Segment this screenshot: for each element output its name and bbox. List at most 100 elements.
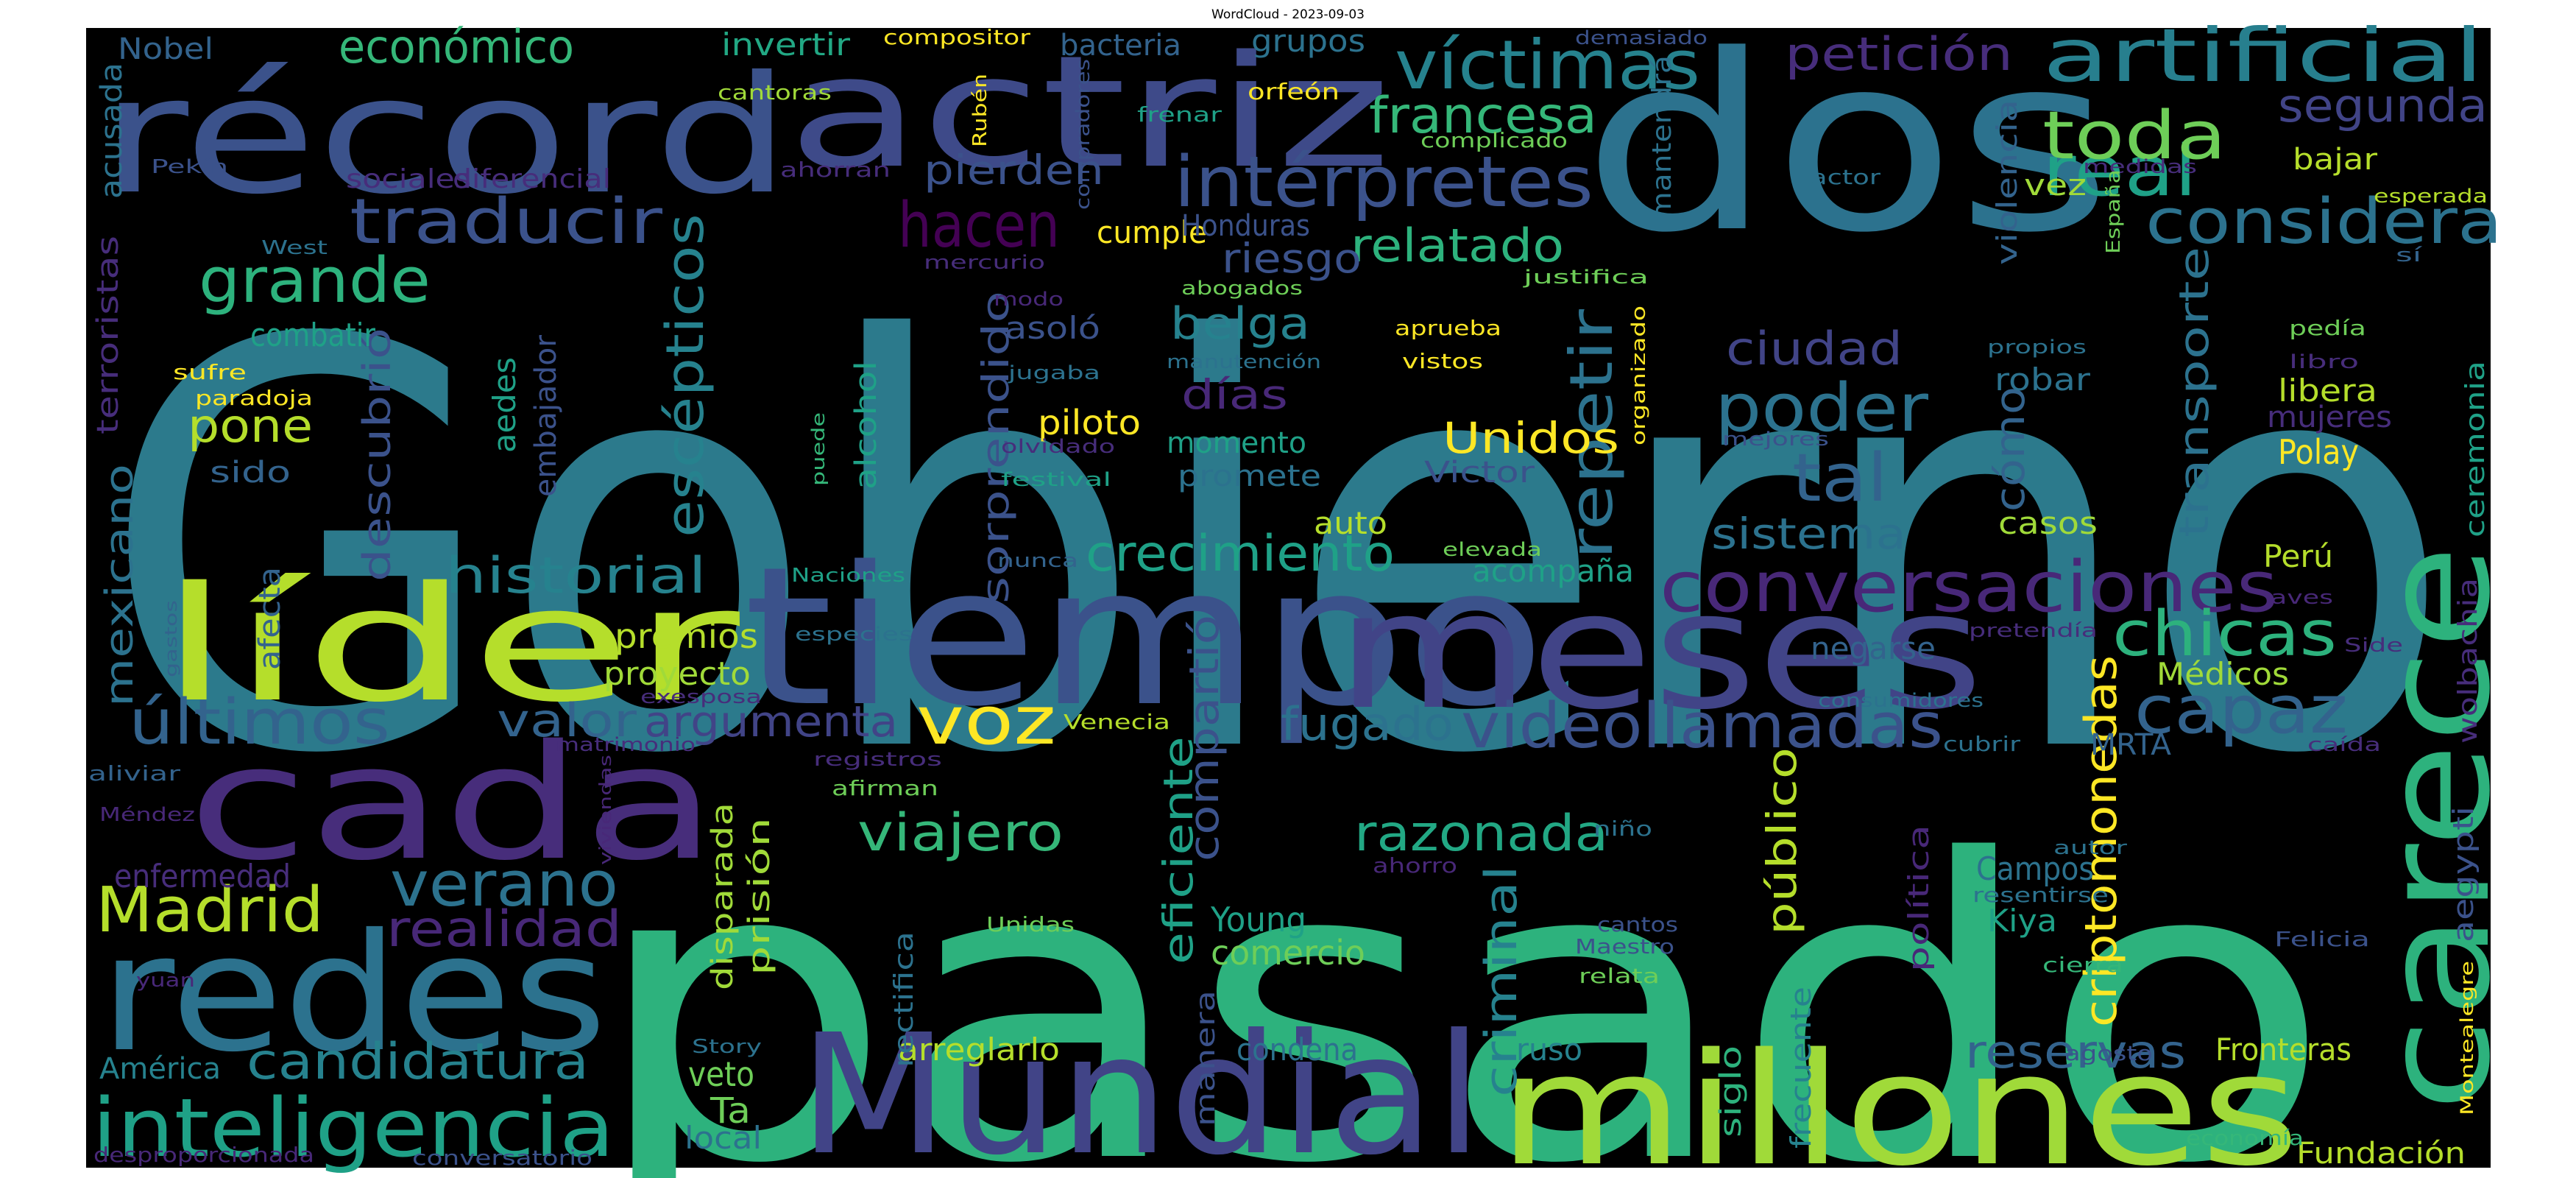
word-117: disparada: [706, 803, 740, 990]
word-153: jugaba: [1008, 362, 1100, 384]
word-9: cada: [188, 710, 718, 895]
word-125: manera: [1191, 990, 1221, 1126]
word-176: registros: [813, 749, 942, 771]
word-8: líder: [158, 552, 740, 737]
word-71: Polay: [2278, 432, 2359, 472]
word-198: economía: [2186, 1126, 2304, 1150]
word-103: robar: [1995, 361, 2091, 398]
word-57: días: [1181, 371, 1288, 418]
word-10: redes: [99, 899, 607, 1087]
word-2: pasado: [589, 774, 2333, 1178]
word-165: elevada: [1443, 539, 1542, 561]
word-6: actriz: [788, 22, 1391, 202]
word-145: Pekín: [151, 156, 228, 178]
word-155: organizado: [1628, 306, 1650, 445]
word-88: Nobel: [118, 32, 213, 66]
word-14: conversaciones: [1660, 547, 2278, 628]
word-22: real: [2042, 131, 2197, 212]
word-77: veto: [688, 1054, 754, 1094]
word-169: pretendía: [1969, 620, 2098, 642]
word-49: criptomonedas: [2076, 655, 2127, 1027]
word-87: combatir: [250, 317, 376, 354]
word-19: videollamadas: [1461, 690, 1943, 763]
word-52: reservas: [1965, 1025, 2186, 1079]
word-18: intérpretes: [1174, 142, 1593, 223]
word-170: aves: [2271, 587, 2333, 609]
word-37: realidad: [386, 900, 622, 959]
word-54: pierden: [924, 147, 1104, 194]
word-133: orfeón: [1248, 80, 1340, 105]
word-90: grupos: [1251, 23, 1365, 59]
word-78: local: [684, 1120, 762, 1156]
word-171: Side: [2344, 635, 2403, 657]
word-69: Fronteras: [2215, 1031, 2352, 1068]
word-20: traducir: [350, 186, 662, 258]
word-102: casos: [1998, 505, 2098, 541]
word-33: últimos: [129, 686, 390, 759]
word-66: sorprendido: [974, 291, 1017, 604]
word-158: libro: [2289, 351, 2359, 373]
word-63: criminal: [1476, 865, 1527, 1097]
word-143: esperada: [2374, 186, 2488, 208]
word-121: mantendrá: [1647, 55, 1677, 221]
word-136: frenar: [1137, 102, 1222, 127]
word-129: sociales: [346, 164, 471, 194]
word-27: grande: [199, 244, 431, 317]
word-91: bacteria: [1060, 29, 1181, 63]
word-191: relata: [1579, 964, 1660, 988]
word-13: carece: [2352, 545, 2523, 1112]
word-39: económico: [339, 20, 574, 74]
word-12: millones: [1498, 1020, 2300, 1178]
word-83: Young: [1210, 900, 1306, 939]
word-118: prisión: [743, 817, 776, 976]
word-193: Felicia: [2274, 927, 2370, 951]
word-182: Méndez: [99, 804, 195, 826]
word-142: España: [2103, 169, 2125, 254]
word-5: meses: [1336, 557, 1984, 745]
word-188: Unidas: [986, 912, 1075, 937]
word-154: manutención: [1167, 351, 1321, 373]
word-189: cantos: [1597, 912, 1678, 937]
word-1: Gobierno: [99, 225, 2455, 876]
word-160: paradoja: [195, 386, 313, 410]
word-4: tiempo: [743, 526, 1546, 749]
word-127: wolbachia: [2453, 578, 2483, 744]
word-163: puede: [808, 412, 829, 486]
word-75: América: [99, 1052, 221, 1086]
word-40: petición: [1785, 27, 2013, 81]
word-98: auto: [1314, 505, 1387, 541]
word-196: agosto: [2064, 1041, 2153, 1065]
word-55: belga: [1170, 298, 1310, 350]
word-73: Campos: [1976, 850, 2094, 888]
word-82: comercio: [1211, 933, 1365, 973]
word-60: transporte: [2170, 247, 2218, 537]
word-99: acompaña: [1472, 553, 1634, 589]
word-185: ahorro: [1373, 853, 1457, 878]
word-128: ceremonia: [2460, 361, 2491, 537]
word-130: diferencial: [453, 164, 611, 194]
word-62: cómo: [1986, 387, 2034, 512]
word-76: Ta: [710, 1090, 751, 1132]
word-175: Venecia: [1064, 710, 1170, 734]
word-43: historial: [445, 547, 707, 605]
word-107: vez: [2024, 169, 2087, 202]
word-199: desproporcionada: [93, 1143, 314, 1167]
word-70: Médicos: [2156, 656, 2289, 692]
word-113: sido: [210, 456, 291, 490]
word-85: premios: [615, 616, 758, 656]
word-141: medidas: [2083, 156, 2197, 178]
word-47: viajero: [857, 803, 1064, 863]
word-50: ciudad: [1726, 322, 1903, 375]
word-135: compradores: [1072, 59, 1094, 210]
word-120: violencia: [1991, 99, 2023, 265]
word-134: Rubén: [969, 74, 991, 147]
word-95: piloto: [1038, 403, 1141, 442]
word-115: terroristas: [91, 236, 125, 434]
word-105: mujeres: [2267, 401, 2392, 434]
word-181: aliviar: [88, 761, 181, 786]
word-56: riesgo: [1222, 235, 1362, 282]
word-104: libera: [2278, 373, 2377, 409]
word-164: mejores: [1722, 428, 1829, 451]
word-34: repetir: [1557, 309, 1626, 560]
